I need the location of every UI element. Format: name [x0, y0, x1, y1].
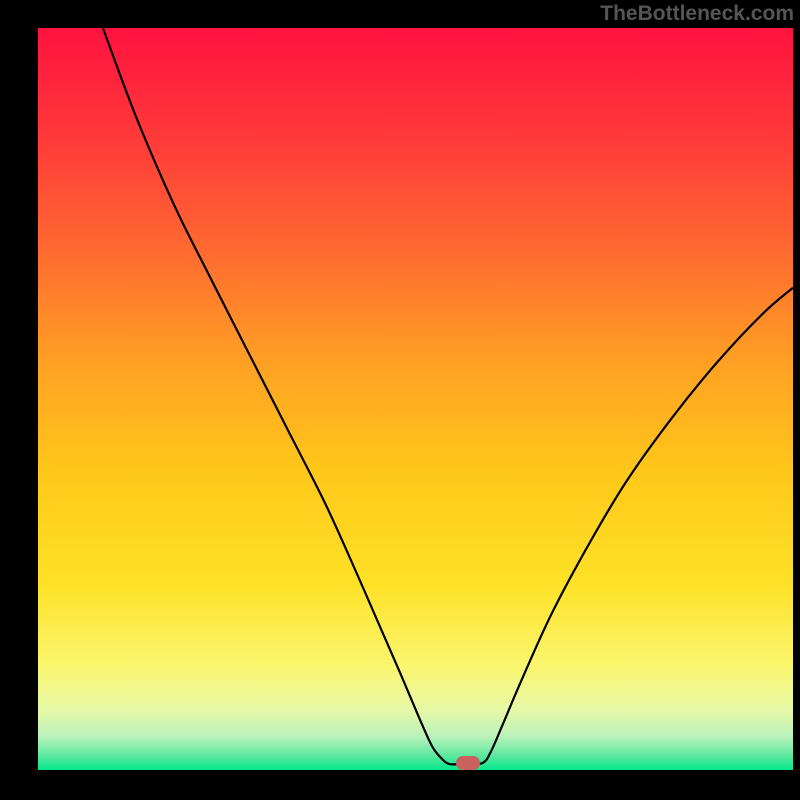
chart-min-marker [456, 756, 480, 770]
watermark-text: TheBottleneck.com [600, 2, 794, 26]
chart-plot-area [38, 28, 793, 770]
chart-curve [38, 28, 793, 770]
